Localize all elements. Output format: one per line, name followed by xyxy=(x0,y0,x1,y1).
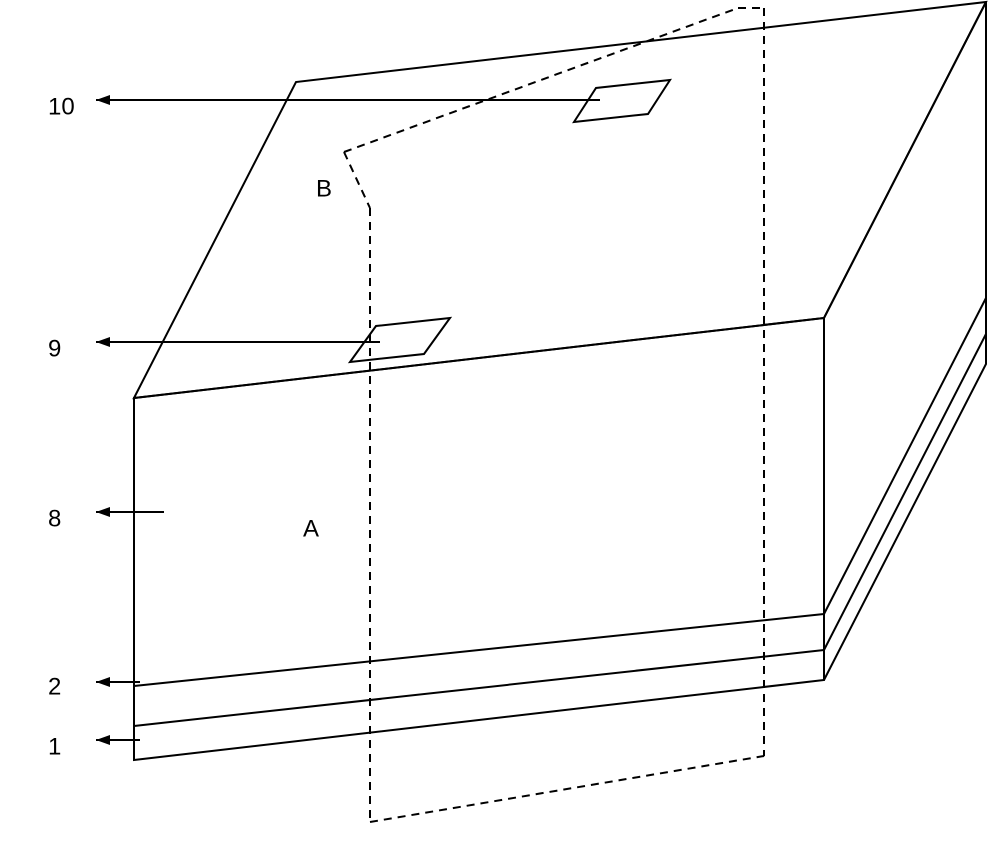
label-plane-a: A xyxy=(303,515,319,542)
label-10: 10 xyxy=(48,93,75,120)
label-1: 1 xyxy=(48,733,61,760)
label-8: 8 xyxy=(48,505,61,532)
label-9: 9 xyxy=(48,335,61,362)
label-2: 2 xyxy=(48,673,61,700)
solid-block xyxy=(134,2,986,760)
diagram-svg: 10 9 8 2 1 A B xyxy=(0,0,1000,863)
top-pads xyxy=(350,80,670,362)
label-plane-b: B xyxy=(316,175,332,202)
section-planes xyxy=(344,8,764,822)
